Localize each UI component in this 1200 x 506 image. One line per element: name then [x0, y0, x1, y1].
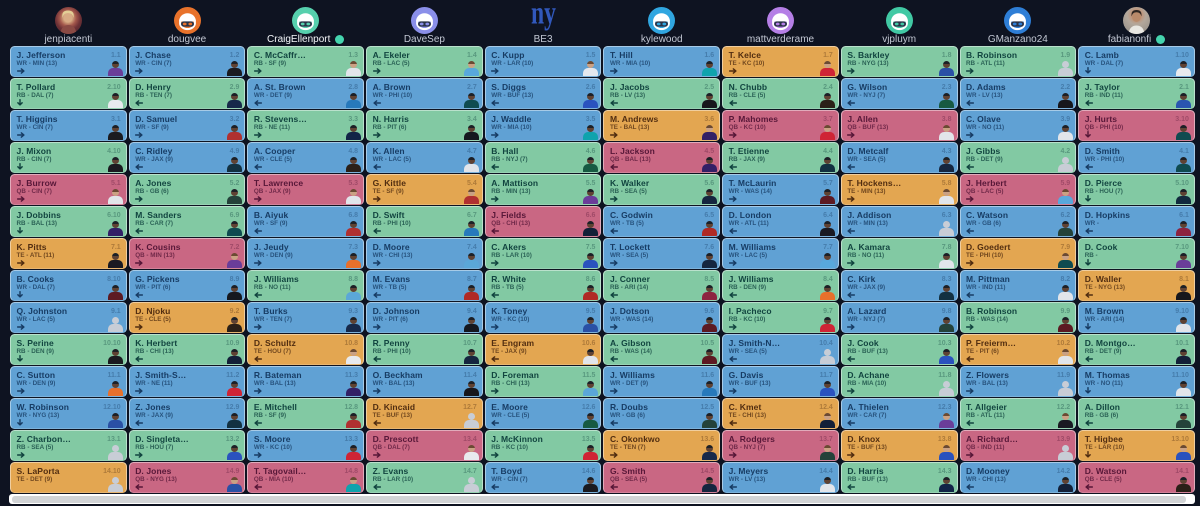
svg-text:ny: ny: [531, 7, 556, 31]
